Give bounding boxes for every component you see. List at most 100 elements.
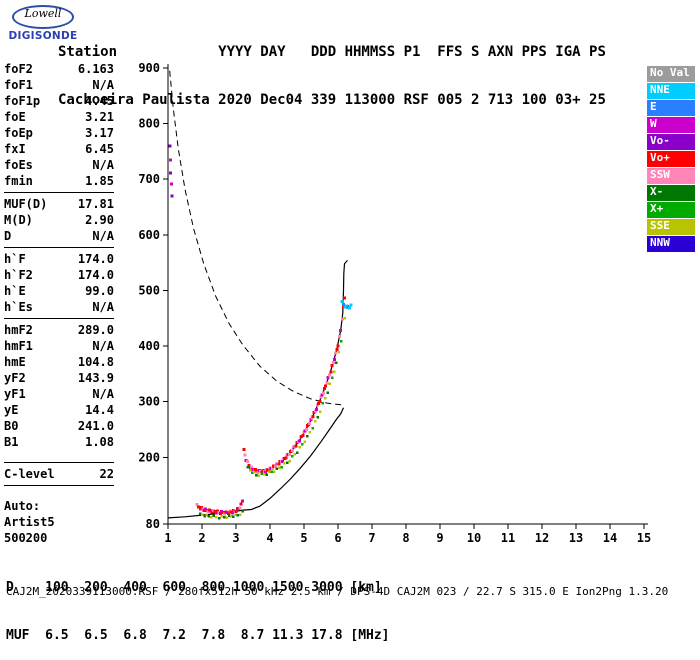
param-label: foEs (4, 158, 33, 172)
x-tick-label: 5 (300, 531, 307, 545)
param-label: foE (4, 110, 26, 124)
param-row-b1: B1 1.08 (4, 434, 114, 450)
y-tick-label: 300 (138, 395, 160, 409)
ionogram-page: { "logo": {"line1": "Lowell", "line2": "… (4, 5, 695, 643)
param-row-d: D N/A (4, 228, 114, 244)
x-tick-label: 12 (535, 531, 549, 545)
param-value: 99.0 (85, 284, 114, 298)
y-tick-label: 600 (138, 228, 160, 242)
param-row-foep: foEp 3.17 (4, 125, 114, 141)
panel-separator (4, 192, 114, 193)
param-row-hes: h`Es N/A (4, 299, 114, 315)
param-label: h`Es (4, 300, 33, 314)
muf-table: D 100 200 400 600 800 1000 1500 3000 [km… (6, 548, 390, 660)
param-label: hmF2 (4, 323, 33, 337)
muf-transmission-curve (169, 70, 344, 406)
param-row-md: M(D) 2.90 (4, 212, 114, 228)
x-tick-label: 13 (569, 531, 583, 545)
station-header: Station YYYY DAY DDD HHMMSS P1 FFS S AXN… (58, 12, 606, 124)
param-label: fmin (4, 174, 33, 188)
legend-item-vo+: Vo+ (647, 151, 695, 167)
param-row-fxi: fxI 6.45 (4, 141, 114, 157)
param-value: 6.45 (85, 142, 114, 156)
param-row-yf1: yF1 N/A (4, 386, 114, 402)
y-tick-label: 800 (138, 117, 160, 131)
param-label: yE (4, 403, 19, 417)
param-row-b0: B0 241.0 (4, 418, 114, 434)
param-value: 6.163 (77, 62, 114, 76)
param-label: h`F (4, 252, 26, 266)
parameter-panel: foF2 6.163 foF1 N/A foF1p 4.45 foE 3.21 foEp 3.17… (4, 61, 114, 546)
legend-item-nne: NNE (647, 83, 695, 99)
legend-item-noval: No Val (647, 66, 695, 82)
x-tick-label: 11 (501, 531, 515, 545)
param-value: N/A (92, 300, 114, 314)
param-label: yF2 (4, 371, 26, 385)
true-height-profile (167, 407, 345, 519)
param-value: 2.90 (85, 213, 114, 227)
param-label: C-level (4, 467, 55, 481)
param-value: 104.8 (77, 355, 114, 369)
y-tick-label: 400 (138, 339, 160, 353)
trace-E-trace-O (195, 499, 244, 516)
param-value: 1.85 (85, 174, 114, 188)
x-tick-label: 4 (266, 531, 273, 545)
param-row-fof1: foF1 N/A (4, 77, 114, 93)
x-tick-label: 2 (198, 531, 205, 545)
y-tick-label: 900 (138, 61, 160, 75)
param-row-ye: yE 14.4 (4, 402, 114, 418)
y-tick-label: 80 (146, 517, 160, 531)
param-label: foEp (4, 126, 33, 140)
x-tick-label: 7 (368, 531, 375, 545)
param-row-he: h`E 99.0 (4, 283, 114, 299)
param-value: 143.9 (77, 371, 114, 385)
param-value: 289.0 (77, 323, 114, 337)
param-label: B0 (4, 419, 19, 433)
param-value: 14.4 (85, 403, 114, 417)
echo-direction-legend: No Val NNE E W Vo- Vo+ SSW X- X+ SSE NNW (647, 66, 695, 253)
param-value: 4.45 (85, 94, 114, 108)
param-label: hmF1 (4, 339, 33, 353)
digisonde-logo: Lowell DIGISONDE (6, 5, 80, 42)
param-label: D (4, 229, 12, 243)
param-label: 500200 (4, 531, 48, 545)
param-row-fof2: foF2 6.163 (4, 61, 114, 77)
param-row-foes: foEs N/A (4, 157, 114, 173)
param-label: h`F2 (4, 268, 33, 282)
header-values: Cachoeira Paulista 2020 Dec04 339 113000… (58, 92, 606, 108)
param-value: 241.0 (77, 419, 114, 433)
param-value: 3.17 (85, 126, 114, 140)
legend-item-e: E (647, 100, 695, 116)
param-value: 1.08 (85, 435, 114, 449)
param-value: N/A (92, 387, 114, 401)
param-value: 22 (99, 467, 114, 481)
param-label: foF1 (4, 78, 33, 92)
trace-F-trace-O (242, 296, 346, 475)
legend-item-vo-: Vo- (647, 134, 695, 150)
param-label: hmE (4, 355, 26, 369)
param-row-clevel: C-level 22 (4, 466, 114, 482)
x-tick-label: 6 (334, 531, 341, 545)
x-tick-label: 3 (232, 531, 239, 545)
x-tick-label: 15 (637, 531, 651, 545)
x-tick-label: 1 (164, 531, 171, 545)
param-value: N/A (92, 78, 114, 92)
lowell-logo-text: Lowell (12, 5, 74, 29)
trace-E-trace-X (199, 510, 245, 520)
param-row-hme: hmE 104.8 (4, 354, 114, 370)
y-tick-label: 700 (138, 172, 160, 186)
param-label: Artist5 (4, 515, 55, 529)
x-tick-label: 10 (467, 531, 481, 545)
param-value: 174.0 (77, 252, 114, 266)
param-row-artist5: Artist5 (4, 514, 114, 530)
y-tick-label: 500 (138, 283, 160, 297)
x-tick-label: 9 (436, 531, 443, 545)
panel-separator (4, 462, 114, 463)
param-row-fof1p: foF1p 4.45 (4, 93, 114, 109)
param-label: MUF(D) (4, 197, 48, 211)
param-value: N/A (92, 229, 114, 243)
x-tick-label: 14 (603, 531, 617, 545)
param-row-mufd: MUF(D) 17.81 (4, 196, 114, 212)
